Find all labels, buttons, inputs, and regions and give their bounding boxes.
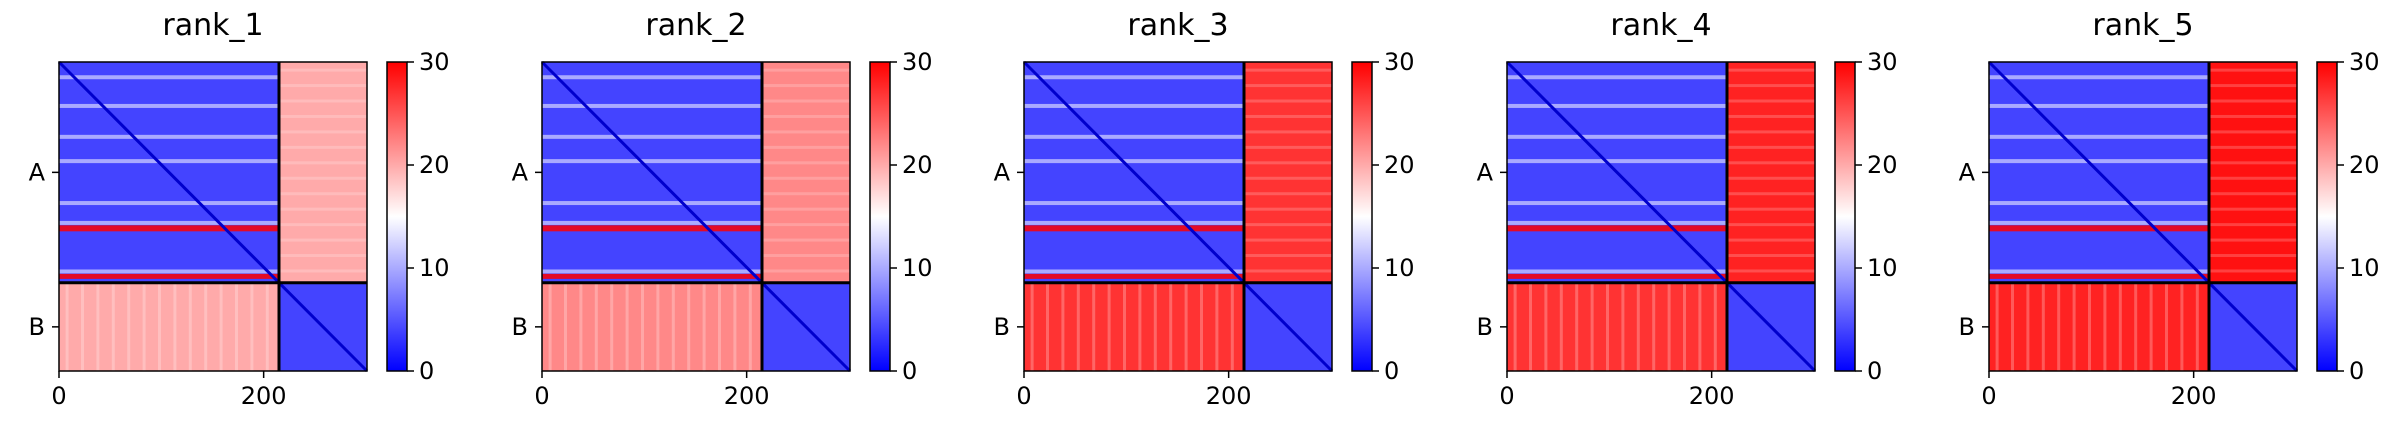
colorbar-tick-label: 10 <box>902 254 933 282</box>
residue-stripes <box>1989 68 2297 371</box>
residue-stripes <box>59 68 367 371</box>
colorbar-tick-label: 30 <box>1867 48 1898 76</box>
diagonal <box>1987 60 2299 373</box>
inter-chain-block-a-to-b <box>279 62 367 283</box>
colorbar-tick-label: 0 <box>902 357 917 385</box>
pae-panel-rank_2: rank_2 0 200 A B 0 10 20 30 <box>512 8 933 410</box>
residue-stripes <box>542 68 850 371</box>
colorbar-tick-label: 0 <box>419 357 434 385</box>
y-tick-label: B <box>1959 313 1975 341</box>
y-tick-label: A <box>1477 158 1494 186</box>
colorbar-tick-label: 0 <box>1384 357 1399 385</box>
y-tick-label: A <box>1959 158 1976 186</box>
colorbar <box>1834 61 1856 372</box>
inter-chain-block-b-to-a <box>1507 282 1727 371</box>
inter-chain-block-a-to-b <box>762 62 850 283</box>
panel-title: rank_2 <box>645 8 746 43</box>
colorbar-tick-label: 10 <box>1384 254 1415 282</box>
panel-title: rank_4 <box>1610 8 1711 43</box>
inter-chain-block-a-to-b <box>1244 62 1332 283</box>
panel-title: rank_1 <box>162 8 263 43</box>
colorbar <box>869 61 891 372</box>
x-tick-label: 200 <box>241 382 287 410</box>
colorbar <box>1351 61 1373 372</box>
residue-stripes <box>1024 68 1332 371</box>
colorbar-tick-label: 0 <box>1867 357 1882 385</box>
inter-chain-block-b-to-a <box>1989 282 2209 371</box>
inter-chain-block-a-to-b <box>1727 62 1815 283</box>
diagonal <box>1505 60 1817 373</box>
x-tick-label: 0 <box>534 382 549 410</box>
y-tick-label: B <box>994 313 1010 341</box>
heatmap-frame <box>541 61 851 372</box>
colorbar-tick-label: 0 <box>2349 357 2364 385</box>
colorbar <box>386 61 408 372</box>
y-tick-label: B <box>512 313 528 341</box>
inter-chain-block-b-to-a <box>59 282 279 371</box>
pae-panel-rank_1: rank_1 0 200 A B 0 10 20 30 <box>29 8 450 410</box>
x-tick-label: 200 <box>724 382 770 410</box>
x-tick-label: 0 <box>1981 382 1996 410</box>
diagonal <box>57 60 369 373</box>
x-tick-label: 0 <box>1016 382 1031 410</box>
x-tick-label: 0 <box>51 382 66 410</box>
colorbar <box>2316 61 2338 372</box>
panel-title: rank_5 <box>2092 8 2193 43</box>
colorbar-tick-label: 20 <box>419 151 450 179</box>
colorbar-tick-label: 30 <box>2349 48 2380 76</box>
x-tick-label: 200 <box>1206 382 1252 410</box>
pae-panel-rank_5: rank_5 0 200 A B 0 10 20 30 <box>1959 8 2380 410</box>
y-tick-label: A <box>512 158 529 186</box>
y-tick-label: A <box>994 158 1011 186</box>
y-tick-label: B <box>29 313 45 341</box>
panel-title: rank_3 <box>1127 8 1228 43</box>
x-tick-label: 200 <box>1689 382 1735 410</box>
diagonal <box>1022 60 1334 373</box>
inter-chain-block-b-to-a <box>1024 282 1244 371</box>
heatmap-frame <box>1988 61 2298 372</box>
colorbar-tick-label: 30 <box>902 48 933 76</box>
colorbar-tick-label: 10 <box>419 254 450 282</box>
colorbar-tick-label: 10 <box>1867 254 1898 282</box>
inter-chain-block-a-to-b <box>2209 62 2297 283</box>
pae-panel-rank_3: rank_3 0 200 A B 0 10 20 30 <box>994 8 1415 410</box>
x-tick-label: 0 <box>1499 382 1514 410</box>
colorbar-tick-label: 20 <box>1384 151 1415 179</box>
colorbar-tick-label: 30 <box>1384 48 1415 76</box>
colorbar-tick-label: 20 <box>2349 151 2380 179</box>
heatmap-frame <box>58 61 368 372</box>
colorbar-tick-label: 20 <box>1867 151 1898 179</box>
inter-chain-block-b-to-a <box>542 282 762 371</box>
diagonal <box>540 60 852 373</box>
residue-stripes <box>1507 68 1815 371</box>
y-tick-label: A <box>29 158 46 186</box>
heatmap-frame <box>1506 61 1816 372</box>
x-tick-label: 200 <box>2171 382 2217 410</box>
colorbar-tick-label: 20 <box>902 151 933 179</box>
colorbar-tick-label: 10 <box>2349 254 2380 282</box>
colorbar-tick-label: 30 <box>419 48 450 76</box>
heatmap-frame <box>1023 61 1333 372</box>
pae-panel-rank_4: rank_4 0 200 A B 0 10 20 30 <box>1477 8 1898 410</box>
y-tick-label: B <box>1477 313 1493 341</box>
